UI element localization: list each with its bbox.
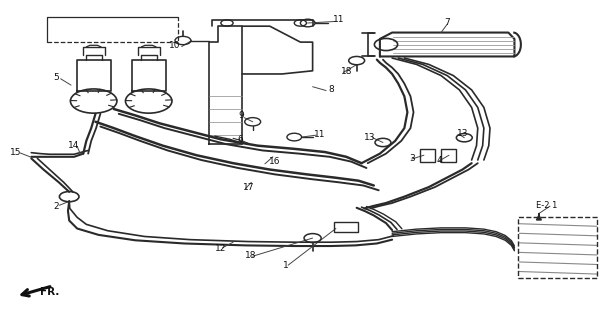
Text: 6: 6	[238, 135, 243, 144]
Text: 11: 11	[333, 15, 345, 24]
Text: 9: 9	[238, 111, 244, 120]
Bar	[441, 149, 456, 162]
Text: E-2 1: E-2 1	[536, 201, 558, 210]
Text: 18: 18	[340, 67, 352, 76]
Text: 18: 18	[245, 251, 256, 260]
Bar	[334, 222, 359, 232]
Bar	[420, 149, 435, 162]
Text: 8: 8	[328, 85, 334, 94]
Text: 7: 7	[444, 19, 450, 28]
Text: 3: 3	[409, 154, 414, 163]
Text: 15: 15	[10, 148, 21, 156]
Text: 11: 11	[314, 130, 326, 139]
Text: 4: 4	[437, 156, 443, 165]
Text: 17: 17	[243, 183, 254, 192]
Text: 1: 1	[283, 261, 289, 270]
Text: FR.: FR.	[40, 287, 59, 297]
Text: 12: 12	[215, 244, 227, 253]
Text: 5: 5	[53, 73, 59, 82]
Text: 13: 13	[457, 129, 468, 138]
Text: 16: 16	[269, 157, 280, 166]
Text: 14: 14	[69, 141, 80, 150]
Text: 13: 13	[364, 132, 375, 141]
Text: 10: 10	[169, 41, 181, 51]
Text: 2: 2	[53, 202, 59, 211]
Bar	[517, 217, 597, 278]
